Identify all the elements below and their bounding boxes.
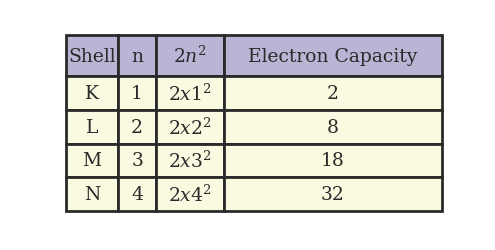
Text: $2x2^2$: $2x2^2$ — [168, 117, 212, 138]
Bar — [118, 77, 156, 110]
Bar — [118, 178, 156, 211]
Bar — [156, 178, 224, 211]
Text: $2n^2$: $2n^2$ — [173, 46, 207, 67]
Text: K: K — [85, 85, 99, 103]
Text: 4: 4 — [131, 185, 143, 203]
Text: 2: 2 — [327, 85, 339, 103]
Text: $2x3^2$: $2x3^2$ — [168, 150, 212, 171]
Text: n: n — [131, 48, 143, 65]
Bar — [66, 77, 118, 110]
Bar — [224, 77, 442, 110]
Bar — [66, 110, 118, 144]
Bar — [224, 36, 442, 77]
Text: Shell: Shell — [68, 48, 116, 65]
Text: N: N — [84, 185, 100, 203]
Bar — [66, 36, 118, 77]
Bar — [156, 110, 224, 144]
Bar — [156, 144, 224, 178]
Bar — [224, 178, 442, 211]
Text: $2x1^2$: $2x1^2$ — [168, 83, 212, 104]
Text: Electron Capacity: Electron Capacity — [248, 48, 417, 65]
Bar — [118, 110, 156, 144]
Text: M: M — [83, 152, 101, 170]
Bar — [118, 144, 156, 178]
Text: 32: 32 — [321, 185, 345, 203]
Bar — [66, 178, 118, 211]
Bar — [156, 77, 224, 110]
Text: 2: 2 — [131, 118, 143, 136]
Bar — [66, 144, 118, 178]
Text: $2x4^2$: $2x4^2$ — [168, 184, 212, 205]
Text: 18: 18 — [321, 152, 345, 170]
Text: 1: 1 — [131, 85, 143, 103]
Bar — [224, 144, 442, 178]
Text: 8: 8 — [327, 118, 339, 136]
Text: L: L — [86, 118, 99, 136]
Bar — [118, 36, 156, 77]
Bar — [156, 36, 224, 77]
Bar — [224, 110, 442, 144]
Text: 3: 3 — [131, 152, 143, 170]
